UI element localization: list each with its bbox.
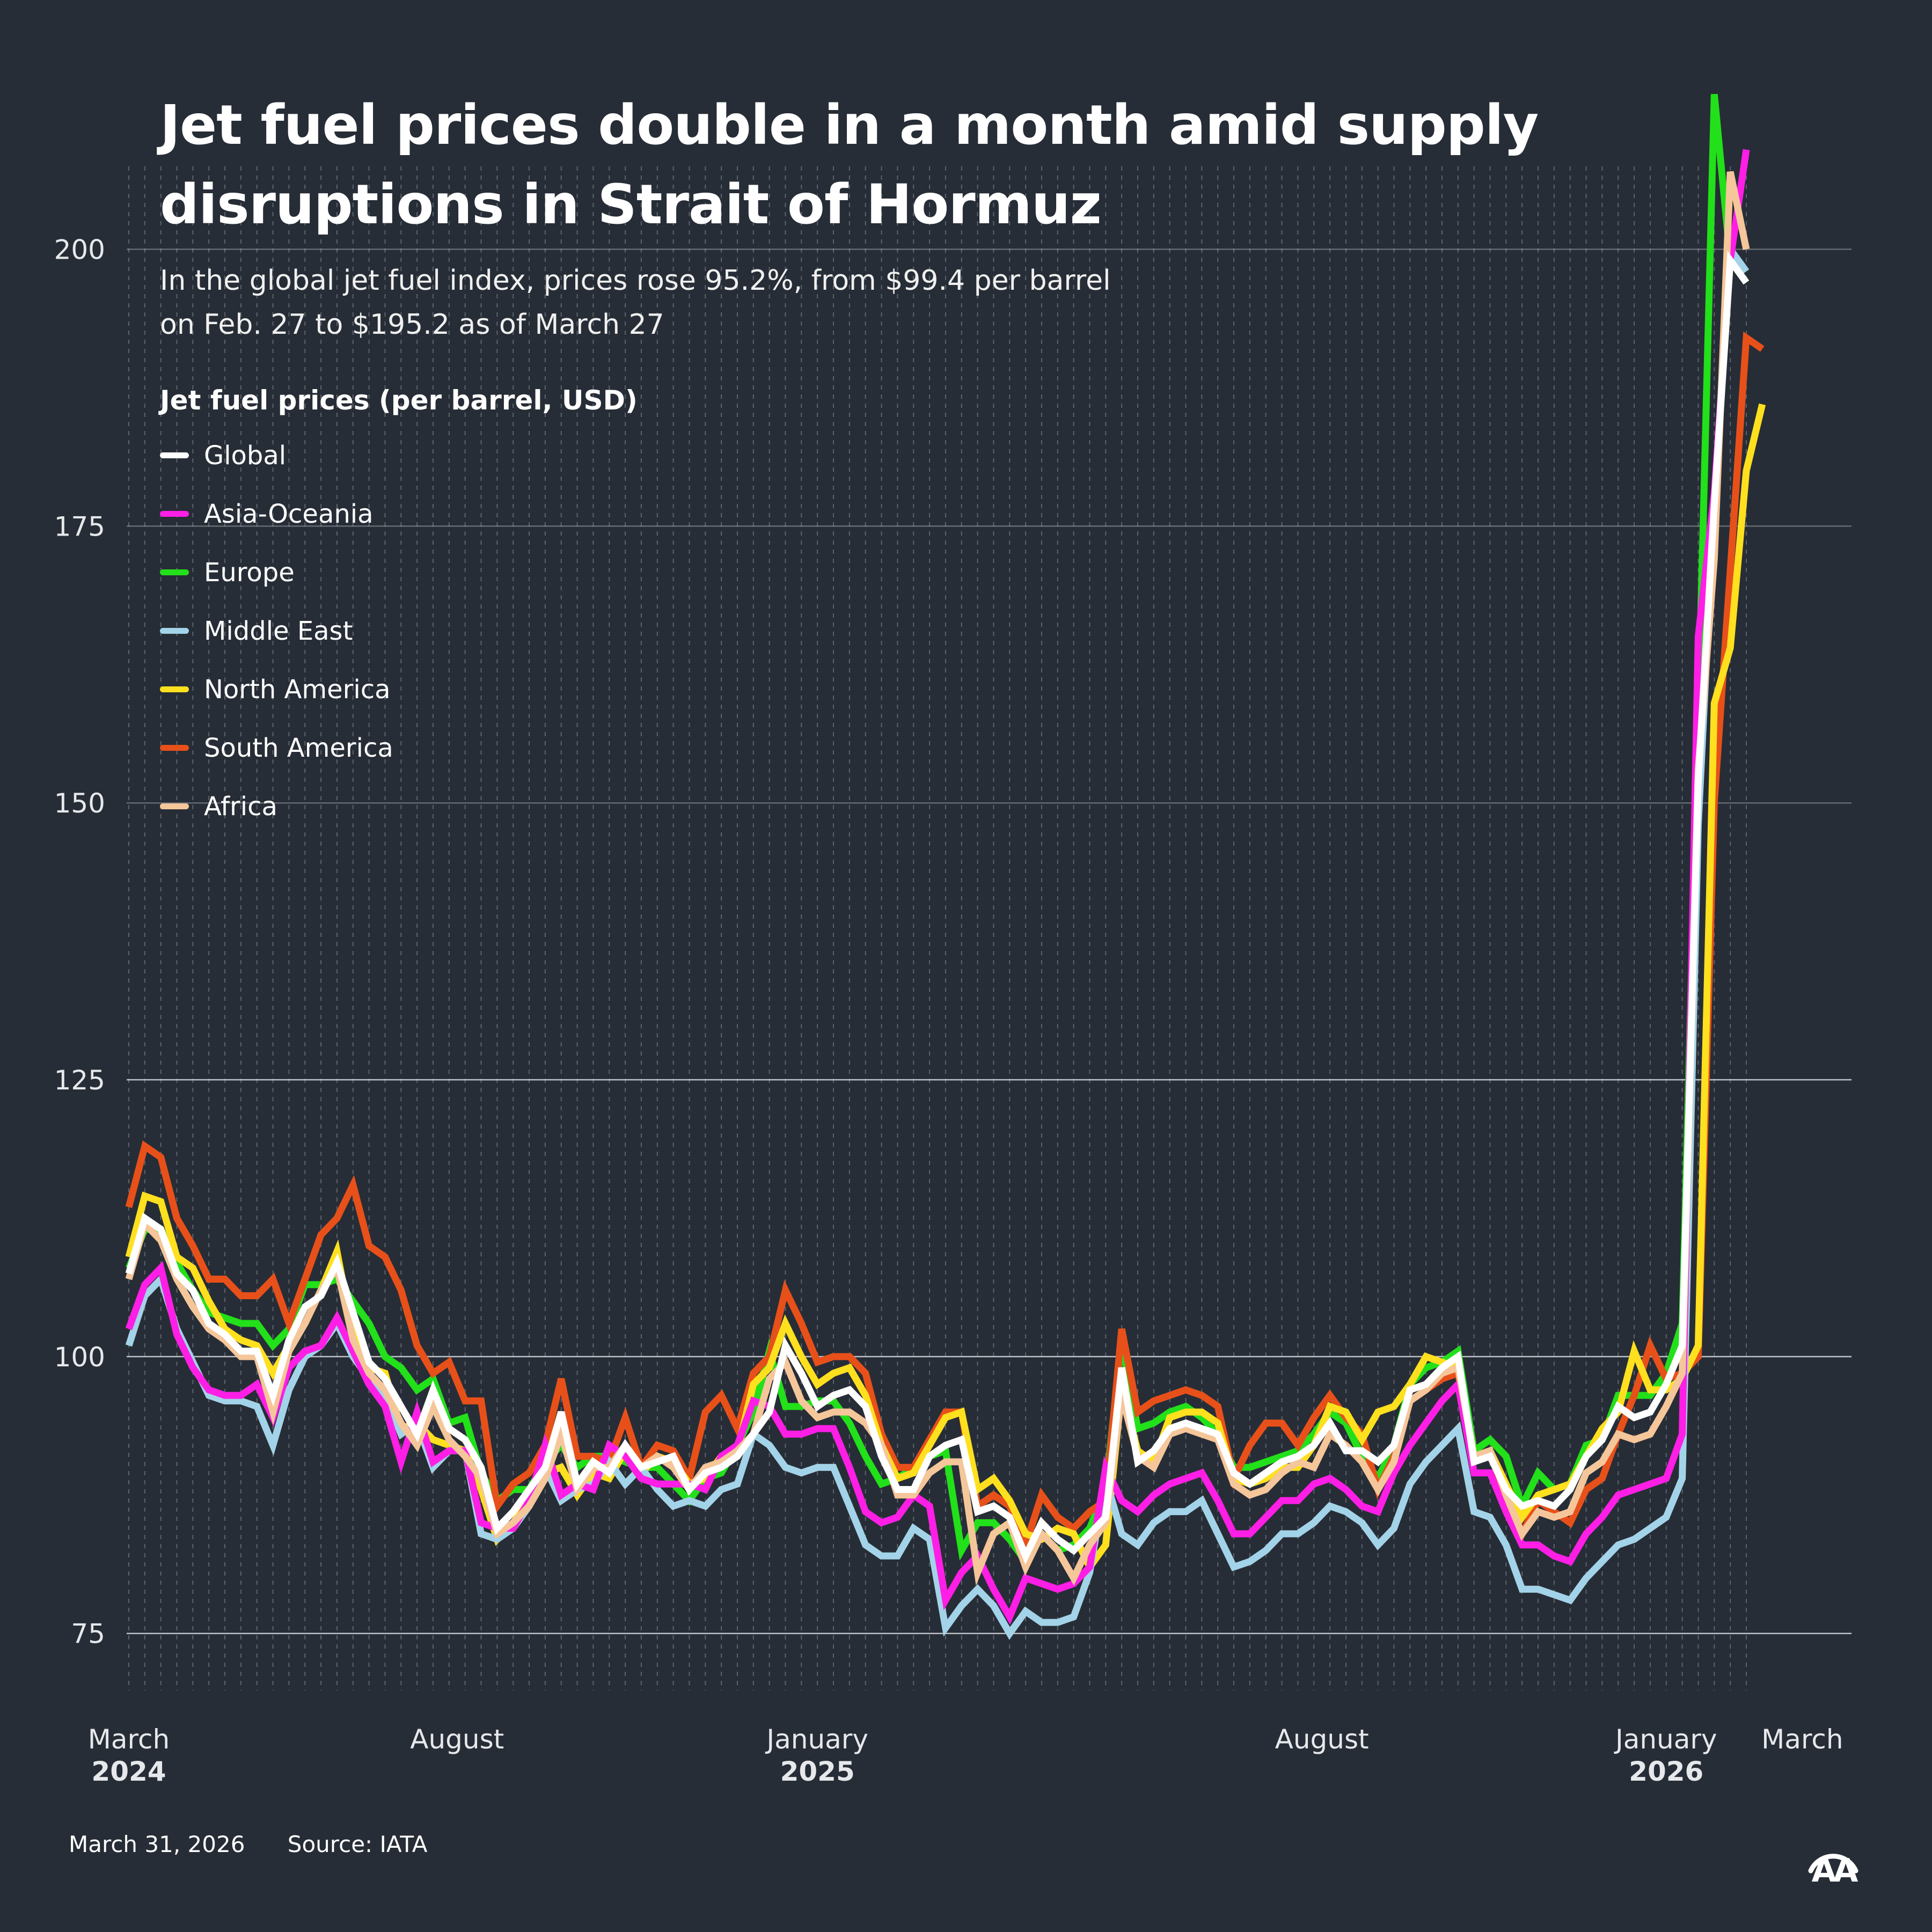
y-tick-label: 175	[54, 511, 105, 542]
x-tick-year-label: 2026	[1629, 1756, 1703, 1787]
chart-subtitle-line-1: In the global jet fuel index, prices ros…	[160, 265, 1111, 297]
series-line-middle-east	[125, 239, 1750, 1640]
x-tick-label: March	[1761, 1724, 1843, 1755]
y-tick-label: 100	[54, 1342, 105, 1373]
aa-logo-text: AA	[1812, 1852, 1858, 1888]
legend-item-south-america: South America	[160, 719, 638, 777]
x-tick-year-label: 2024	[91, 1756, 166, 1787]
legend-swatch-africa	[160, 803, 189, 809]
x-tick-label: January	[1614, 1724, 1717, 1755]
x-tick-label: January	[765, 1724, 868, 1755]
legend-swatch-north-america	[160, 686, 189, 692]
footer: March 31, 2026 Source: IATA	[69, 1831, 463, 1857]
footer-source: Source: IATA	[287, 1831, 428, 1857]
legend-item-middle-east: Middle East	[160, 602, 638, 660]
x-tick-label: March	[88, 1724, 170, 1755]
y-tick-label: 150	[54, 788, 105, 819]
legend-item-europe: Europe	[160, 543, 638, 602]
legend-swatch-middle-east	[160, 628, 189, 634]
x-tick-year-label: 2025	[780, 1756, 855, 1787]
legend-item-africa: Africa	[160, 777, 638, 836]
chart-title-line-2: disruptions in Strait of Hormuz	[160, 173, 1102, 237]
aa-logo-icon: AA	[1808, 1852, 1862, 1888]
chart-title: Jet fuel prices double in a month amid s…	[160, 86, 1609, 245]
y-tick-label: 125	[54, 1065, 105, 1096]
series-line-global	[125, 250, 1750, 1565]
chart-series-lines	[125, 93, 1766, 1640]
legend-label-europe: Europe	[204, 557, 295, 588]
footer-date: March 31, 2026	[69, 1831, 245, 1857]
legend-item-global: Global	[160, 426, 638, 485]
legend-label-middle-east: Middle East	[204, 616, 353, 646]
legend-swatch-europe	[160, 569, 189, 575]
x-tick-label: August	[1275, 1724, 1369, 1755]
legend-title: Jet fuel prices (per barrel, USD)	[160, 385, 638, 416]
legend-label-global: Global	[204, 440, 287, 471]
chart-title-line-1: Jet fuel prices double in a month amid s…	[160, 93, 1539, 157]
y-tick-label: 75	[71, 1619, 105, 1650]
x-tick-label: August	[410, 1724, 504, 1755]
legend-label-asia-oceania: Asia-Oceania	[204, 499, 374, 529]
chart-subtitle: In the global jet fuel index, prices ros…	[160, 259, 1233, 347]
legend-label-africa: Africa	[204, 791, 277, 822]
legend-item-north-america: North America	[160, 660, 638, 719]
legend-swatch-global	[160, 452, 189, 458]
legend-label-north-america: North America	[204, 674, 391, 705]
chart-subtitle-line-2: on Feb. 27 to $195.2 as of March 27	[160, 309, 664, 341]
legend-label-south-america: South America	[204, 733, 393, 763]
series-line-africa	[125, 171, 1750, 1586]
y-tick-label: 200	[54, 235, 105, 266]
legend-swatch-asia-oceania	[160, 511, 189, 517]
legend-item-asia-oceania: Asia-Oceania	[160, 485, 638, 543]
legend-swatch-south-america	[160, 745, 189, 751]
series-line-asia-oceania	[125, 149, 1750, 1625]
legend: Jet fuel prices (per barrel, USD) Global…	[160, 382, 638, 836]
